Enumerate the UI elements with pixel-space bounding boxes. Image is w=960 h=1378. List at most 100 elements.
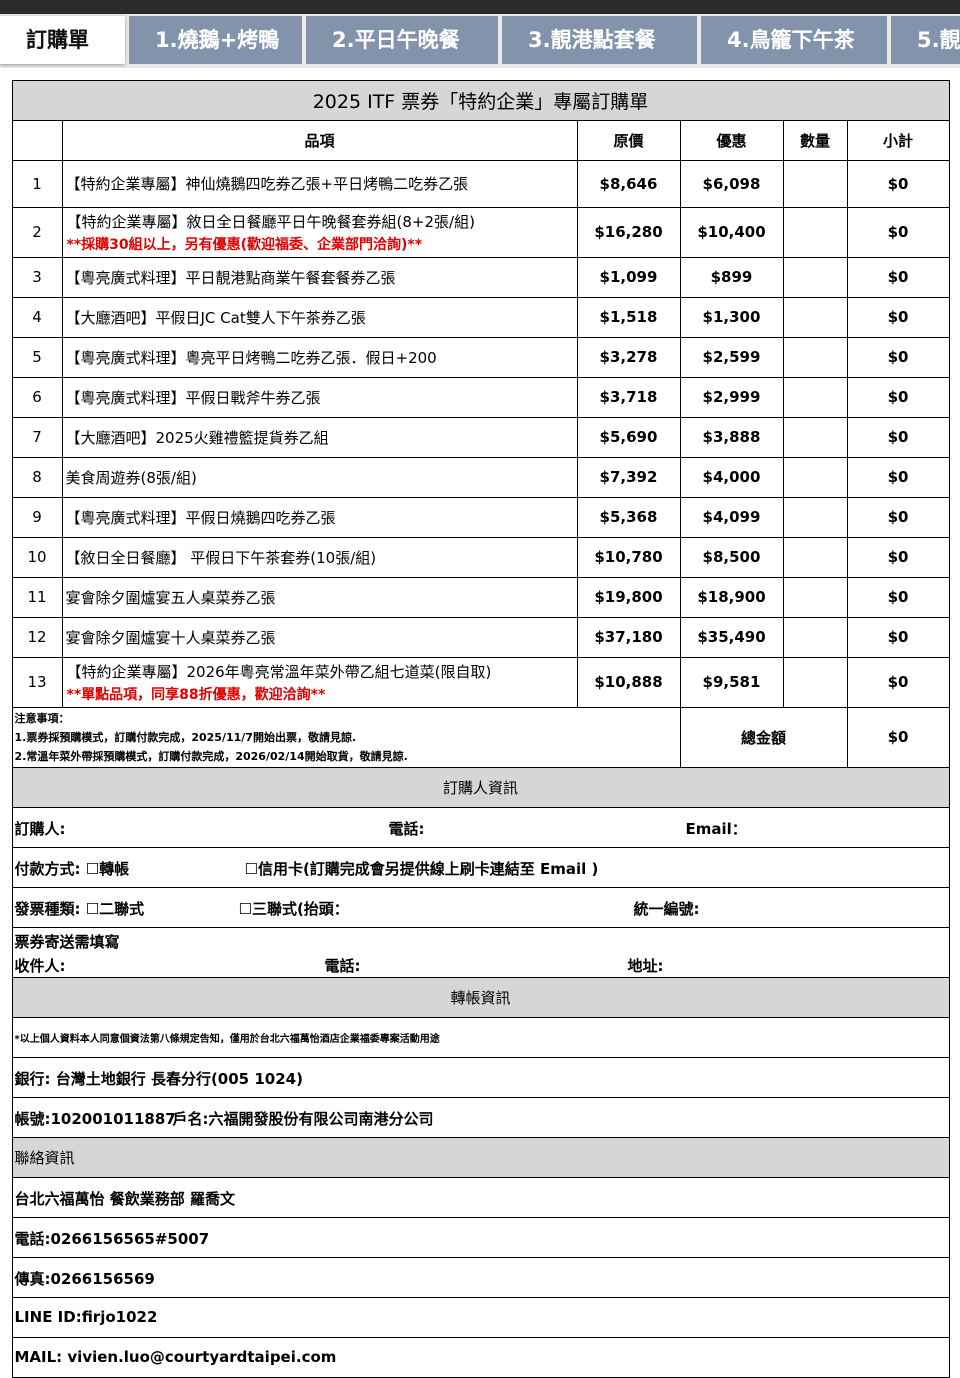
cell-text: $2,999: [702, 388, 761, 406]
item-discount: $35,490: [679, 616, 784, 658]
cell-text: $9,581: [702, 673, 761, 691]
notes: 注意事項： 1.票券採預購模式，訂購付款完成，2025/11/7開始出票，敬請見諒…: [11, 706, 681, 768]
info-row: 票券寄送需填寫 收件人: 電話: 地址:: [11, 926, 950, 978]
sheet-tab[interactable]: 2.平日午晚餐: [306, 16, 498, 64]
cell-text: 2: [32, 223, 42, 241]
cell-text: $5,690: [599, 428, 658, 446]
header-cell: 數量: [782, 119, 848, 161]
item-qty: [782, 576, 848, 618]
cell-text: 10: [27, 548, 47, 566]
cell-text: $5,368: [599, 508, 658, 526]
cell-text: $0: [887, 548, 909, 566]
item-discount: $4,099: [679, 496, 784, 538]
info-row: 電話:0266156565#5007: [11, 1216, 950, 1258]
cell-text: 12: [27, 628, 47, 646]
item-discount: $2,599: [679, 336, 784, 378]
section-header: 訂購人資訊: [11, 766, 950, 808]
cell-text: 【特約企業專屬】敘日全日餐廳平日午晚餐套券組(8+2張/組): [66, 212, 475, 231]
item-qty: [782, 496, 848, 538]
item-price: $1,518: [576, 296, 681, 338]
item-price: $16,280: [576, 206, 681, 258]
item-price: $10,888: [576, 656, 681, 708]
cell-text: $7,392: [599, 468, 658, 486]
item-name: 【特約企業專屬】敘日全日餐廳平日午晚餐套券組(8+2張/組) **採購30組以上，…: [61, 206, 578, 258]
item-price: $10,780: [576, 536, 681, 578]
cell-text: $0: [887, 628, 909, 646]
item-discount: $9,581: [679, 656, 784, 708]
cell-text: 原價: [613, 131, 644, 150]
cell-text: $0: [887, 468, 909, 486]
item-price: $1,099: [576, 256, 681, 298]
sheet-tab[interactable]: 3.靚港點套餐: [502, 16, 697, 64]
cell-text: 【粵亮廣式料理】平假日戰斧牛券乙張: [65, 388, 321, 407]
cell-text: $3,278: [599, 348, 658, 366]
cell-text: $0: [887, 388, 909, 406]
item-subtotal: $0: [846, 656, 950, 708]
item-subtotal: $0: [846, 496, 950, 538]
item-subtotal: $0: [846, 336, 950, 378]
info-text: 戶名:六福開發股份有限公司南港分公司: [172, 1109, 434, 1128]
cell-text: 【粵亮廣式料理】粵亮平日烤鴨二吃券乙張．假日+200: [65, 348, 437, 367]
sheet-tab[interactable]: 5.靚: [891, 16, 960, 64]
header-cell: 優惠: [679, 119, 784, 161]
item-qty: [782, 336, 848, 378]
info-text: Email：: [685, 819, 747, 838]
item-qty: [782, 206, 848, 258]
item-price: $3,278: [576, 336, 681, 378]
info-text: 帳號:102001011887: [14, 1109, 176, 1128]
cell-text: $8,646: [599, 174, 658, 193]
item-qty: [782, 159, 848, 208]
cell-text: $0: [887, 588, 909, 606]
cell-text: 轉帳資訊: [450, 988, 511, 1007]
item-no: 5: [11, 336, 63, 378]
cell-text: $0: [887, 268, 909, 286]
cell-text: 1: [32, 174, 42, 193]
info-text: 電話:0266156565#5007: [14, 1229, 210, 1248]
info-row: 付款方式: ☐轉帳 ☐信用卡(訂購完成會另提供線上刷卡連結至 Email ): [11, 846, 950, 888]
item-price: $8,646: [576, 159, 681, 208]
cell-text: $4,000: [702, 468, 761, 486]
cell-text: 4: [32, 308, 42, 326]
item-name: 【特約企業專屬】2026年粵亮常溫年菜外帶乙組七道菜(限自取) **單點品項，同享…: [61, 656, 578, 708]
info-text: 傳真:0266156569: [14, 1269, 155, 1288]
item-discount: $8,500: [679, 536, 784, 578]
info-text: 電話:: [388, 819, 425, 838]
item-no: 2: [11, 206, 63, 258]
item-qty: [782, 256, 848, 298]
sheet-tab[interactable]: 1.燒鵝+烤鴨: [129, 16, 302, 64]
info-row: 傳真:0266156569: [11, 1256, 950, 1298]
cell-text: 【粵亮廣式料理】平假日燒鵝四吃券乙張: [65, 508, 336, 527]
item-subtotal: $0: [846, 256, 950, 298]
item-name: 【大廳酒吧】2025火雞禮籃提貨券乙組: [61, 416, 578, 458]
cell-text: $0: [887, 348, 909, 366]
info-text: 統一編號:: [633, 899, 700, 918]
item-note: **單點品項，同享88折優惠，歡迎洽詢**: [66, 686, 326, 703]
info-text: 票券寄送需填寫: [14, 932, 120, 951]
item-no: 13: [11, 656, 63, 708]
item-name: 【粵亮廣式料理】平假日燒鵝四吃券乙張: [61, 496, 578, 538]
cell-text: 優惠: [716, 131, 747, 150]
item-no: 1: [11, 159, 63, 208]
item-name: 美食周遊券(8張/組): [61, 456, 578, 498]
cell-text: $8,500: [702, 548, 761, 566]
cell-text: 【特約企業專屬】2026年粵亮常溫年菜外帶乙組七道菜(限自取): [66, 662, 492, 681]
cell-text: 【粵亮廣式料理】平日靚港點商業午餐套餐券乙張: [65, 268, 396, 287]
header-blank: [11, 119, 63, 161]
info-row: *以上個人資料本人同意個資法第八條規定告知，僅用於台北六福萬怡酒店企業福委專案活…: [11, 1016, 950, 1058]
info-text: *以上個人資料本人同意個資法第八條規定告知，僅用於台北六福萬怡酒店企業福委專案活…: [14, 1033, 440, 1045]
item-name: 宴會除夕圍爐宴五人桌菜券乙張: [61, 576, 578, 618]
cell-text: 數量: [799, 131, 830, 150]
cell-text: $0: [887, 728, 909, 746]
cell-text: $0: [887, 508, 909, 526]
item-discount: $899: [679, 256, 784, 298]
cell-text: 8: [32, 468, 42, 486]
info-text: 電話:: [324, 956, 361, 975]
sheet-tabs: 訂購單 1.燒鵝+烤鴨 2.平日午晚餐 3.靚港點套餐 4.鳥籠下午茶 5.靚: [0, 14, 960, 68]
item-discount: $2,999: [679, 376, 784, 418]
cell-text: $0: [887, 673, 909, 691]
sheet-tab[interactable]: 訂購單: [0, 16, 125, 64]
total-label: 總金額: [679, 706, 848, 768]
sheet-tab[interactable]: 4.鳥籠下午茶: [701, 16, 887, 64]
cell-text: 宴會除夕圍爐宴五人桌菜券乙張: [65, 588, 276, 607]
form-title: 2025 ITF 票券「特約企業」專屬訂購單: [11, 79, 950, 121]
